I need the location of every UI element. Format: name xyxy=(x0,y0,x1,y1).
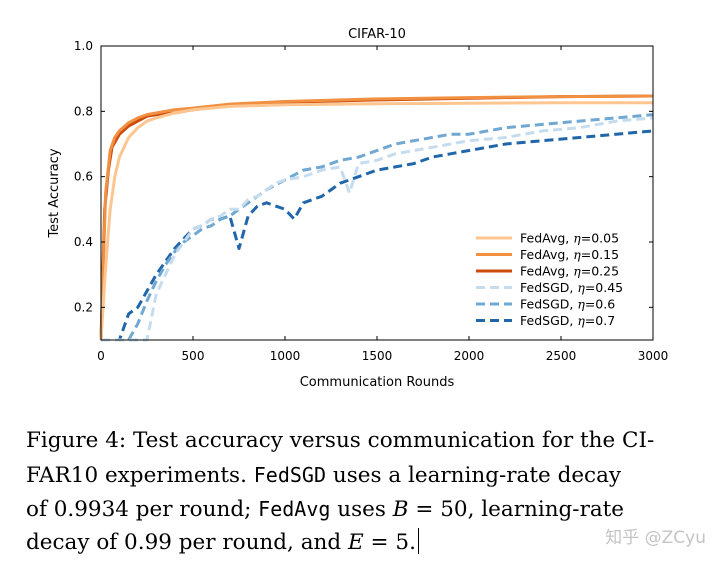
figure-caption: Figure 4: Test accuracy versus communica… xyxy=(26,424,710,560)
series-line-1 xyxy=(99,94,654,341)
code-fedavg: FedAvg xyxy=(258,497,331,521)
math-var-b: B xyxy=(392,497,409,522)
legend-label-1: FedAvg, η=0.15 xyxy=(520,247,619,262)
series-line-5 xyxy=(101,129,654,342)
legend-eta-symbol: η xyxy=(577,313,585,328)
x-tick-label: 2000 xyxy=(454,349,485,363)
legend-eta-symbol: η xyxy=(573,247,581,262)
x-axis-label: Communication Rounds xyxy=(300,375,455,390)
x-tick-label: 2500 xyxy=(546,349,577,363)
legend-eta-value: =0.45 xyxy=(585,280,623,295)
legend-eta-value: =0.7 xyxy=(585,313,615,328)
x-tick-label: 1000 xyxy=(270,349,301,363)
legend-label-text: FedSGD, xyxy=(520,280,577,295)
legend-label-3: FedSGD, η=0.45 xyxy=(520,280,623,295)
series-line-3 xyxy=(101,116,654,342)
caption-line-1: Figure 4: Test accuracy versus communica… xyxy=(26,428,655,453)
y-tick-label: 0.4 xyxy=(74,235,93,249)
legend-eta-symbol: η xyxy=(577,280,585,295)
y-tick-label: 0.2 xyxy=(74,300,93,314)
legend-label-text: FedSGD, xyxy=(520,297,577,312)
x-tick-label: 3000 xyxy=(638,349,669,363)
legend-label-text: FedAvg, xyxy=(520,231,573,246)
y-tick-label: 0.6 xyxy=(74,170,93,184)
series-line-0 xyxy=(99,101,653,341)
y-tick-label: 0.8 xyxy=(74,104,93,118)
caption-line-4: decay of 0.99 per round, and E = 5. xyxy=(26,526,710,560)
caption-line-3: of 0.9934 per round; FedAvg uses B = 50,… xyxy=(26,497,625,522)
legend-eta-symbol: η xyxy=(577,297,585,312)
plot-background xyxy=(101,46,653,340)
legend-eta-symbol: η xyxy=(573,264,581,279)
legend-label-text: FedSGD, xyxy=(520,313,577,328)
watermark: 知乎 @ZCyu xyxy=(605,528,706,548)
series-lines xyxy=(99,94,654,342)
code-fedsgd: FedSGD xyxy=(253,463,327,487)
math-var-e: E xyxy=(348,530,364,555)
legend-eta-symbol: η xyxy=(573,231,581,246)
legend-eta-value: =0.6 xyxy=(585,297,615,312)
y-axis-label: Test Accuracy xyxy=(47,148,62,238)
chart: 0 500 1000 1500 2000 2500 3000 0.2 0.4 0.6 0.8 1.0… xyxy=(47,27,668,390)
x-tick-label: 500 xyxy=(182,349,205,363)
x-tick-label: 0 xyxy=(97,349,105,363)
legend-eta-value: =0.15 xyxy=(581,247,619,262)
text-cursor xyxy=(417,528,419,554)
legend-label-4: FedSGD, η=0.6 xyxy=(520,297,615,312)
x-ticks: 0 500 1000 1500 2000 2500 3000 xyxy=(97,46,668,363)
legend-label-text: FedAvg, xyxy=(520,264,573,279)
legend-label-0: FedAvg, η=0.05 xyxy=(520,231,619,246)
series-line-4 xyxy=(101,113,654,342)
legend-label-5: FedSGD, η=0.7 xyxy=(520,313,615,328)
y-tick-label: 1.0 xyxy=(74,39,93,53)
legend-eta-value: =0.05 xyxy=(581,231,619,246)
x-tick-label: 1500 xyxy=(362,349,393,363)
legend-label-2: FedAvg, η=0.25 xyxy=(520,264,619,279)
caption-line-2: FAR10 experiments. FedSGD uses a learnin… xyxy=(26,463,622,488)
legend-label-text: FedAvg, xyxy=(520,247,573,262)
y-ticks: 0.2 0.4 0.6 0.8 1.0 xyxy=(74,39,653,314)
chart-title: CIFAR-10 xyxy=(348,27,406,42)
legend-eta-value: =0.25 xyxy=(581,264,619,279)
